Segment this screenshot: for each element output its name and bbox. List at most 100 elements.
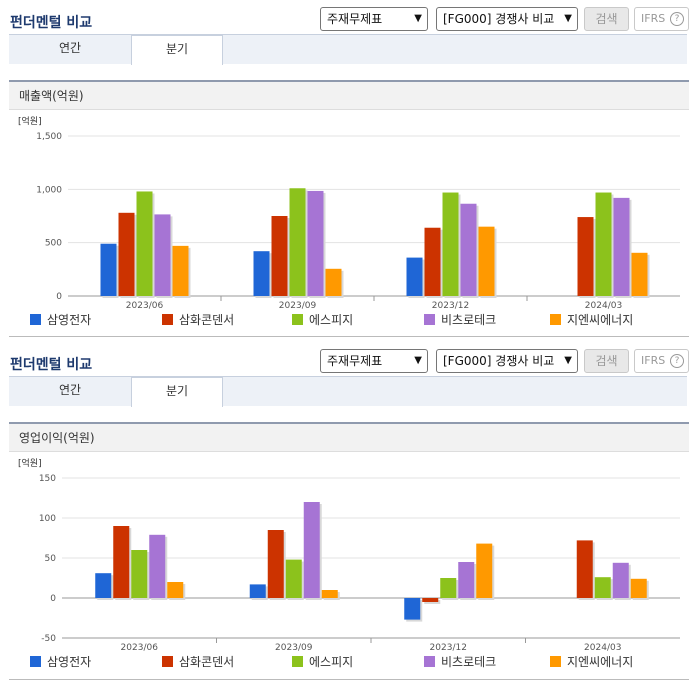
bar-2023-09[interactable] xyxy=(289,188,306,296)
legend-item[interactable]: 에스피지 xyxy=(292,654,353,670)
bar-2023-12[interactable] xyxy=(478,226,495,296)
bar-2023-06[interactable] xyxy=(95,573,112,598)
legend-label: 삼영전자 xyxy=(47,313,92,327)
legend-label: 지엔씨에너지 xyxy=(567,313,634,327)
compare-select-value: [FG000] 경쟁사 비교 xyxy=(443,12,555,26)
bar-2023-09[interactable] xyxy=(285,559,302,598)
bar-2023-09[interactable] xyxy=(249,584,266,598)
legend-label: 에스피지 xyxy=(309,655,354,669)
y-tick-label: 0 xyxy=(50,594,56,604)
legend-item[interactable]: 에스피지 xyxy=(292,312,353,328)
ifrs-button[interactable]: IFRS ? xyxy=(634,349,689,373)
legend-item[interactable]: 비츠로테크 xyxy=(424,312,496,328)
legend-swatch xyxy=(424,656,435,667)
bar-2023-12[interactable] xyxy=(424,227,441,296)
bar-2023-06[interactable] xyxy=(118,212,135,296)
chart-legend: 삼영전자 삼화콘덴서 에스피지 비츠로테크 지엔씨에너지 xyxy=(30,654,690,670)
x-tick-label: 2023/09 xyxy=(279,301,317,310)
legend-item[interactable]: 삼화콘덴서 xyxy=(162,654,234,670)
help-icon[interactable]: ? xyxy=(670,12,684,26)
search-button[interactable]: 검색 xyxy=(584,349,629,373)
bar-2023-12[interactable] xyxy=(460,203,477,296)
bar-2023-06[interactable] xyxy=(113,526,130,598)
search-button[interactable]: 검색 xyxy=(584,7,629,31)
legend-item[interactable]: 삼화콘덴서 xyxy=(162,312,234,328)
y-tick-label: 50 xyxy=(45,554,57,564)
legend-label: 지엔씨에너지 xyxy=(567,655,634,669)
ifrs-label: IFRS xyxy=(641,354,666,367)
bar-2023-09[interactable] xyxy=(321,590,338,598)
legend-item[interactable]: 삼영전자 xyxy=(30,312,91,328)
bar-2023-09[interactable] xyxy=(253,251,270,296)
bar-2023-06[interactable] xyxy=(131,550,148,598)
unit-label: [억원] xyxy=(18,115,42,127)
bar-2023-12[interactable] xyxy=(458,562,475,598)
operating-profit-chart: [억원] -50 0 50 100 150 2023/06 2023/09 2023/12 202… xyxy=(18,457,680,652)
chart-legend: 삼영전자 삼화콘덴서 에스피지 비츠로테크 지엔씨에너지 xyxy=(30,312,690,328)
bar-2023-06[interactable] xyxy=(100,243,117,296)
bar-2023-09[interactable] xyxy=(267,530,284,598)
bar-2023-09[interactable] xyxy=(303,502,320,598)
legend-swatch xyxy=(424,314,435,325)
period-tabs: 연간 분기 xyxy=(9,376,687,407)
chevron-down-icon: ▼ xyxy=(564,355,572,366)
tab-quarter[interactable]: 분기 xyxy=(131,377,223,407)
legend-swatch xyxy=(292,656,303,667)
report-select[interactable]: 주재무제표 ▼ xyxy=(320,349,428,373)
bar-2024-03[interactable] xyxy=(631,252,648,296)
x-tick-label: 2024/03 xyxy=(585,301,622,310)
compare-select[interactable]: [FG000] 경쟁사 비교 ▼ xyxy=(436,349,578,373)
bar-2023-09[interactable] xyxy=(307,190,324,296)
legend-swatch xyxy=(550,656,561,667)
x-tick-label: 2024/03 xyxy=(584,643,621,652)
bar-2023-06[interactable] xyxy=(154,214,171,296)
report-select-value: 주재무제표 xyxy=(327,354,383,368)
bar-2024-03[interactable] xyxy=(577,217,594,296)
bar-2023-12[interactable] xyxy=(406,257,423,296)
report-select-value: 주재무제표 xyxy=(327,12,383,26)
report-select[interactable]: 주재무제표 ▼ xyxy=(320,7,428,31)
legend-label: 삼화콘덴서 xyxy=(179,655,235,669)
bar-2024-03[interactable] xyxy=(576,540,593,598)
legend-swatch xyxy=(550,314,561,325)
bar-2024-03[interactable] xyxy=(613,197,630,296)
x-tick-label: 2023/12 xyxy=(432,301,469,310)
toolbar: 펀더멘털 비교 주재무제표 ▼ [FG000] 경쟁사 비교 ▼ 검색 IFRS… xyxy=(0,0,696,34)
bar-2024-03[interactable] xyxy=(612,562,629,598)
bar-2023-06[interactable] xyxy=(149,534,166,598)
legend-item[interactable]: 삼영전자 xyxy=(30,654,91,670)
ifrs-label: IFRS xyxy=(641,12,666,25)
tab-annual[interactable]: 연간 xyxy=(58,41,82,55)
bar-2024-03[interactable] xyxy=(595,192,612,296)
bar-2023-12[interactable] xyxy=(404,598,421,620)
bar-2024-03[interactable] xyxy=(594,577,611,598)
help-icon[interactable]: ? xyxy=(670,354,684,368)
divider xyxy=(9,336,689,337)
ifrs-button[interactable]: IFRS ? xyxy=(634,7,689,31)
tab-annual[interactable]: 연간 xyxy=(58,383,82,397)
chart-subheader: 영업이익(억원) xyxy=(9,422,689,452)
legend-item[interactable]: 지엔씨에너지 xyxy=(550,654,633,670)
bar-2023-09[interactable] xyxy=(271,216,288,296)
bar-2023-12[interactable] xyxy=(442,192,459,296)
legend-swatch xyxy=(30,656,41,667)
bar-2023-12[interactable] xyxy=(422,598,439,602)
x-tick-label: 2023/09 xyxy=(275,643,313,652)
bar-2023-06[interactable] xyxy=(172,245,189,296)
x-tick-label: 2023/06 xyxy=(121,643,159,652)
legend-swatch xyxy=(30,314,41,325)
bar-2024-03[interactable] xyxy=(630,578,647,598)
tab-quarter[interactable]: 분기 xyxy=(131,35,223,65)
bar-2023-06[interactable] xyxy=(167,582,184,598)
toolbar: 펀더멘털 비교 주재무제표 ▼ [FG000] 경쟁사 비교 ▼ 검색 IFRS… xyxy=(0,342,696,376)
legend-label: 삼영전자 xyxy=(47,655,92,669)
compare-select[interactable]: [FG000] 경쟁사 비교 ▼ xyxy=(436,7,578,31)
legend-swatch xyxy=(292,314,303,325)
bar-2023-06[interactable] xyxy=(136,191,153,296)
bar-2023-12[interactable] xyxy=(440,578,457,598)
bar-2023-09[interactable] xyxy=(325,268,342,296)
legend-item[interactable]: 비츠로테크 xyxy=(424,654,496,670)
legend-item[interactable]: 지엔씨에너지 xyxy=(550,312,633,328)
y-tick-label: -50 xyxy=(41,634,56,644)
bar-2023-12[interactable] xyxy=(476,543,493,598)
